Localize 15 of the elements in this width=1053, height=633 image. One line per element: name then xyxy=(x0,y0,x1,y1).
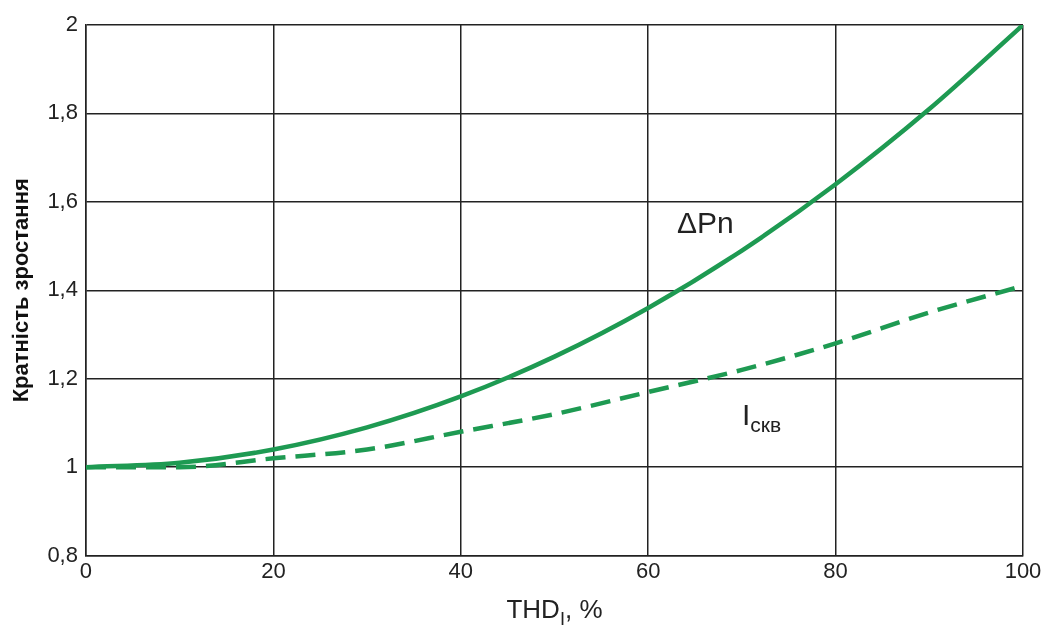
y-tick-label: 2 xyxy=(65,11,78,37)
y-tick-label: 0,8 xyxy=(47,541,78,567)
y-tick-label: 1,6 xyxy=(47,187,78,213)
y-tick-label: 1,2 xyxy=(47,364,78,390)
x-tick-label: 80 xyxy=(823,557,848,583)
y-tick-label: 1 xyxy=(65,453,78,479)
x-tick-label: 100 xyxy=(1004,557,1042,583)
series-label: ΔPn xyxy=(676,205,734,239)
x-tick-label: 0 xyxy=(79,557,93,583)
x-tick-label: 60 xyxy=(635,557,661,583)
y-axis-title: Кратність зростання xyxy=(8,178,34,403)
x-tick-label: 40 xyxy=(448,557,474,583)
y-tick-label: 1,8 xyxy=(47,99,78,125)
y-tick-label: 1,4 xyxy=(47,276,78,302)
x-tick-label: 20 xyxy=(261,557,286,583)
